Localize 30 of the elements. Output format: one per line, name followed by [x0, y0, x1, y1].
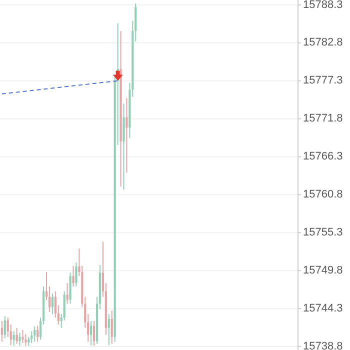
candlestick — [34, 326, 36, 342]
candlestick — [18, 332, 21, 346]
y-tick-label: 15766.3 — [303, 150, 343, 163]
candlestick — [4, 316, 6, 339]
candlestick — [126, 98, 128, 174]
y-tick-label: 15738.8 — [303, 340, 343, 350]
candlestick — [16, 327, 18, 344]
candlestick — [66, 282, 68, 304]
y-tick-label: 15771.8 — [303, 112, 343, 125]
candlestick — [30, 330, 33, 344]
candlestick — [24, 334, 27, 346]
y-tick-label: 15782.8 — [303, 36, 343, 49]
candlestick — [72, 265, 74, 287]
y-tick-label: 15777.3 — [303, 74, 343, 87]
candlestick — [12, 330, 15, 346]
y-tick-label: 15744.3 — [303, 302, 343, 314]
candlestick — [69, 272, 72, 304]
candlestick — [108, 314, 110, 346]
candlestick — [90, 320, 92, 346]
candlestick — [36, 325, 39, 342]
candlestick — [92, 320, 96, 346]
y-tick-label: 15788.3 — [303, 0, 343, 11]
y-tick-label: 15749.8 — [303, 264, 343, 277]
candlestick — [75, 262, 78, 287]
candlestick — [110, 310, 113, 344]
candlestick — [51, 292, 54, 315]
candlestick — [22, 329, 24, 344]
candlestick — [0, 320, 3, 342]
y-tick-label: 15755.3 — [303, 226, 343, 239]
y-tick-label: 15760.8 — [303, 188, 343, 201]
